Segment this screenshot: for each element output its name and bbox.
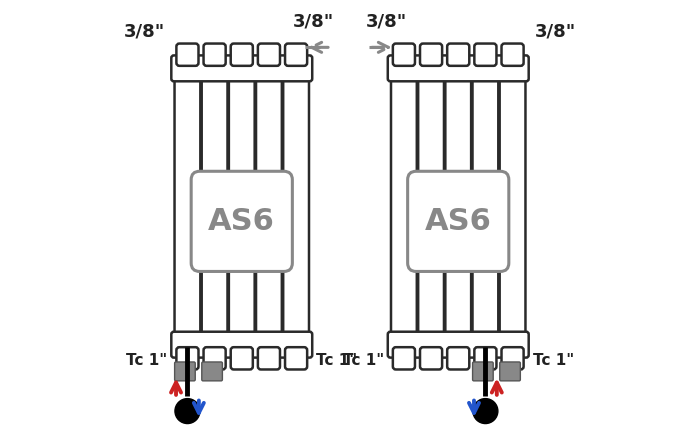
FancyBboxPatch shape [391, 75, 416, 338]
FancyBboxPatch shape [475, 43, 496, 66]
Text: Tc 1": Tc 1" [533, 353, 574, 368]
FancyBboxPatch shape [172, 55, 312, 81]
FancyBboxPatch shape [284, 75, 309, 338]
FancyBboxPatch shape [420, 43, 442, 66]
FancyBboxPatch shape [258, 347, 280, 369]
FancyBboxPatch shape [258, 43, 280, 66]
FancyBboxPatch shape [191, 171, 293, 271]
FancyBboxPatch shape [501, 347, 524, 369]
FancyBboxPatch shape [285, 347, 307, 369]
FancyBboxPatch shape [204, 43, 225, 66]
Text: Tc 1": Tc 1" [316, 353, 357, 368]
Text: 3/8": 3/8" [535, 22, 576, 40]
Text: Tc 1": Tc 1" [343, 353, 384, 368]
Text: AS6: AS6 [209, 207, 275, 236]
FancyBboxPatch shape [202, 75, 228, 338]
Text: 3/8": 3/8" [124, 22, 165, 40]
FancyBboxPatch shape [500, 362, 520, 381]
FancyBboxPatch shape [176, 43, 199, 66]
FancyBboxPatch shape [202, 362, 223, 381]
FancyBboxPatch shape [407, 171, 509, 271]
FancyBboxPatch shape [174, 75, 200, 338]
FancyBboxPatch shape [393, 43, 415, 66]
Circle shape [473, 399, 498, 424]
FancyBboxPatch shape [285, 43, 307, 66]
FancyBboxPatch shape [445, 75, 471, 338]
FancyBboxPatch shape [172, 332, 312, 358]
Text: AS6: AS6 [425, 207, 491, 236]
FancyBboxPatch shape [229, 75, 255, 338]
FancyBboxPatch shape [231, 347, 253, 369]
Text: Tc 1": Tc 1" [126, 353, 167, 368]
FancyBboxPatch shape [174, 362, 195, 381]
FancyBboxPatch shape [388, 55, 528, 81]
FancyBboxPatch shape [204, 347, 225, 369]
Text: 3/8": 3/8" [293, 12, 335, 31]
FancyBboxPatch shape [256, 75, 282, 338]
FancyBboxPatch shape [418, 75, 444, 338]
Text: 3/8": 3/8" [365, 12, 407, 31]
FancyBboxPatch shape [388, 332, 528, 358]
FancyBboxPatch shape [473, 75, 498, 338]
FancyBboxPatch shape [447, 347, 469, 369]
FancyBboxPatch shape [176, 347, 199, 369]
FancyBboxPatch shape [501, 43, 524, 66]
Circle shape [175, 399, 200, 424]
FancyBboxPatch shape [473, 362, 494, 381]
FancyBboxPatch shape [447, 43, 469, 66]
FancyBboxPatch shape [231, 43, 253, 66]
FancyBboxPatch shape [500, 75, 526, 338]
FancyBboxPatch shape [420, 347, 442, 369]
FancyBboxPatch shape [393, 347, 415, 369]
FancyBboxPatch shape [475, 347, 496, 369]
